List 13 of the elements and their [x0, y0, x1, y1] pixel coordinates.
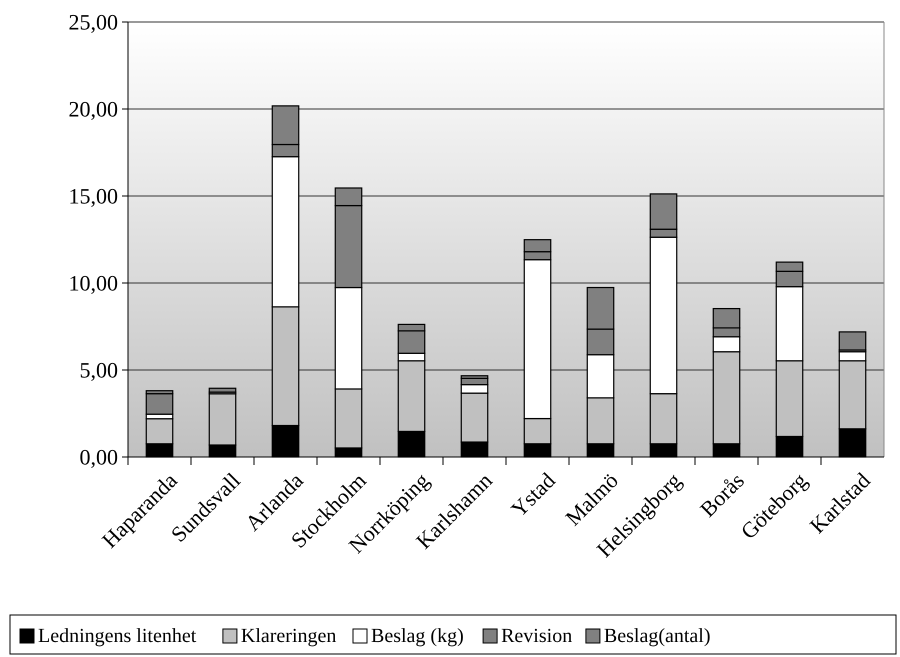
y-tick-label: 0,00: [80, 444, 118, 470]
legend-label: Ledningens litenhet: [38, 625, 197, 647]
legend-label: Klareringen: [240, 625, 336, 647]
bar: [838, 331, 866, 351]
bar: [208, 388, 236, 393]
legend-label: Beslag (kg): [371, 625, 464, 647]
legend-label: Beslag(antal): [604, 625, 711, 647]
y-tick-label: 10,00: [68, 270, 118, 296]
y-tick-label: 20,00: [68, 96, 118, 122]
legend-label: Revision: [501, 625, 572, 647]
y-tick-label: 5,00: [80, 358, 118, 383]
y-tick-label: 15,00: [68, 184, 118, 209]
y-tick-label: 25,00: [68, 10, 118, 35]
